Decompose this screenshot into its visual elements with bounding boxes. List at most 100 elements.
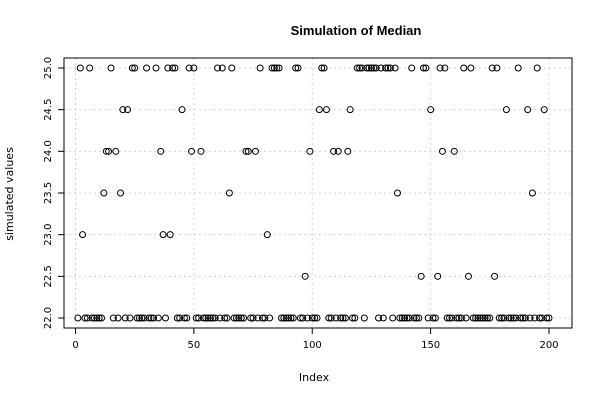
data-point	[230, 314, 238, 322]
data-point	[197, 147, 205, 155]
data-point	[296, 314, 304, 322]
data-point	[86, 64, 94, 72]
data-point	[74, 314, 82, 322]
data-point	[261, 314, 269, 322]
data-point	[93, 314, 101, 322]
data-point	[195, 314, 203, 322]
data-point	[491, 272, 499, 280]
data-point	[358, 64, 366, 72]
y-tick-label: 24.5	[43, 99, 54, 121]
data-point	[311, 314, 319, 322]
data-point	[367, 64, 375, 72]
data-point	[332, 314, 340, 322]
data-point	[180, 314, 188, 322]
data-point	[469, 314, 477, 322]
data-point	[457, 314, 465, 322]
data-point	[304, 314, 312, 322]
data-point	[498, 314, 506, 322]
data-point	[171, 64, 179, 72]
data-point	[389, 314, 397, 322]
data-point	[382, 64, 390, 72]
data-point	[500, 314, 508, 322]
data-point	[415, 314, 423, 322]
data-point	[434, 272, 442, 280]
data-point	[543, 314, 551, 322]
data-point	[337, 314, 345, 322]
data-point	[249, 314, 257, 322]
data-point	[505, 314, 513, 322]
data-point	[95, 314, 103, 322]
data-point	[133, 314, 141, 322]
data-point	[450, 147, 458, 155]
data-point	[150, 314, 158, 322]
data-point	[237, 314, 245, 322]
data-point	[275, 64, 283, 72]
data-point	[211, 314, 219, 322]
data-point	[384, 64, 392, 72]
data-point	[131, 64, 139, 72]
data-point	[176, 314, 184, 322]
data-point	[462, 314, 470, 322]
data-point	[140, 314, 148, 322]
data-point	[112, 147, 120, 155]
data-point	[266, 314, 274, 322]
y-tick-label: 23.5	[43, 182, 54, 204]
data-point	[273, 64, 281, 72]
y-axis-label: simulated values	[3, 147, 16, 241]
data-point	[363, 64, 371, 72]
data-point	[247, 314, 255, 322]
data-point	[202, 314, 210, 322]
data-point	[318, 64, 326, 72]
data-point	[427, 106, 435, 114]
data-point	[114, 314, 122, 322]
data-point	[285, 314, 293, 322]
data-point	[138, 314, 146, 322]
data-point	[486, 314, 494, 322]
data-point	[251, 147, 259, 155]
data-point	[348, 314, 356, 322]
data-point	[528, 189, 536, 197]
data-point	[365, 64, 373, 72]
data-point	[232, 314, 240, 322]
data-point	[282, 314, 290, 322]
data-point	[270, 64, 278, 72]
data-point	[183, 314, 191, 322]
data-point	[216, 314, 224, 322]
data-point	[277, 314, 285, 322]
data-point	[455, 314, 463, 322]
data-point	[448, 314, 456, 322]
data-point	[240, 314, 248, 322]
data-point	[79, 231, 87, 239]
x-tick-label: 200	[539, 340, 558, 351]
data-point	[481, 314, 489, 322]
data-point	[393, 189, 401, 197]
data-point	[438, 147, 446, 155]
data-point	[259, 314, 267, 322]
data-point	[533, 64, 541, 72]
data-point	[476, 314, 484, 322]
data-point	[465, 272, 473, 280]
y-tick-label: 24.0	[43, 140, 54, 162]
data-point	[223, 314, 231, 322]
data-point	[370, 64, 378, 72]
data-point	[320, 64, 328, 72]
data-point	[235, 314, 243, 322]
data-point	[100, 189, 108, 197]
data-point	[161, 314, 169, 322]
data-point	[512, 314, 520, 322]
data-point	[228, 64, 236, 72]
data-point	[263, 231, 271, 239]
data-point	[214, 64, 222, 72]
data-point	[143, 64, 151, 72]
data-point	[280, 314, 288, 322]
data-point	[287, 314, 295, 322]
data-point	[209, 314, 217, 322]
data-point	[206, 314, 214, 322]
data-point	[268, 64, 276, 72]
data-point	[322, 106, 330, 114]
data-point	[256, 64, 264, 72]
data-point	[185, 64, 193, 72]
data-point	[545, 314, 553, 322]
chart-title: Simulation of Median	[291, 23, 422, 38]
